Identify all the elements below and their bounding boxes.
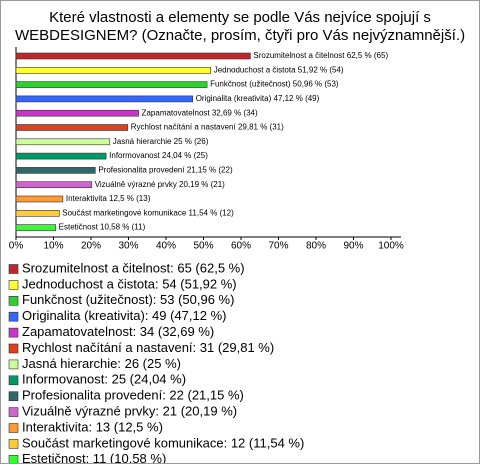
legend-swatch (8, 327, 19, 338)
data-label: Zapamatovatelnost 32,69 % (34) (142, 108, 258, 117)
data-label: Estetičnost 10,58 % (11) (59, 223, 146, 232)
legend-label: Profesionalita provedení: 22 (21,15 %) (22, 388, 244, 403)
data-label: Vizuálně výrazné prvky 20,19 % (21) (95, 180, 225, 189)
bar (15, 210, 60, 217)
legend-label: Estetičnost: 11 (10,58 %) (22, 451, 166, 463)
legend-label: Součást marketingové komunikace: 12 (11,… (22, 435, 304, 450)
data-label: Profesionalita provedení 21,15 % (22) (98, 166, 233, 175)
x-tick-label: 70% (268, 241, 288, 252)
bar (15, 67, 211, 74)
x-tick-label: 90% (343, 241, 363, 252)
bar (15, 81, 208, 88)
legend-swatch (8, 264, 19, 274)
x-tick-label: 60% (231, 241, 251, 252)
legend-swatch (8, 391, 19, 402)
data-label: Rychlost načítání a nastavení 29,81 % (3… (131, 123, 284, 132)
legend-swatch (8, 439, 19, 449)
bar (15, 224, 56, 231)
legend-label: Jasná hierarchie: 26 (25 %) (22, 356, 181, 371)
legend-swatch (8, 375, 19, 386)
x-tick-label: 80% (306, 241, 326, 252)
legend-label: Funkčnost (užitečnost): 53 (50,96 %) (22, 292, 234, 307)
legend-label: Jednoduchost a čistota: 54 (51,92 %) (22, 276, 237, 291)
legend-label: Originalita (kreativita): 49 (47,12 %) (22, 308, 226, 323)
x-tick-label: 0% (9, 241, 24, 252)
legend-swatch (8, 359, 19, 370)
legend-label: Srozumitelnost a čitelnost: 65 (62,5 %) (22, 260, 245, 275)
bar (15, 124, 129, 131)
data-label: Jednoduchost a čistota 51,92 % (54) (214, 65, 344, 74)
bar (15, 109, 139, 117)
data-label: Funkčnost (užitečnost) 50,96 % (53) (210, 80, 339, 89)
bar (15, 167, 96, 174)
bar (15, 95, 193, 103)
legend-label: Vizuálně výrazné prvky: 21 (20,19 %) (22, 404, 237, 419)
legend-swatch (8, 407, 19, 417)
data-label: Součást marketingové komunikace 11,54 % … (62, 208, 234, 217)
x-tick-label: 30% (118, 241, 138, 252)
x-tick-label: 10% (43, 241, 63, 252)
data-label: Srozumitelnost a čitelnost 62,5 % (65) (253, 51, 388, 60)
legend-swatch (8, 454, 19, 463)
legend-swatch (8, 280, 19, 290)
bar (15, 52, 251, 60)
data-label: Jasná hierarchie 25 % (26) (113, 137, 209, 146)
x-tick-label: 100% (378, 241, 404, 252)
x-tick-label: 20% (81, 241, 101, 252)
legend-swatch (8, 343, 19, 354)
legend-label: Interaktivita: 13 (12,5 %) (22, 419, 163, 434)
legend-label: Rychlost načítání a nastavení: 31 (29,81… (22, 340, 274, 355)
legend-label: Informovanost: 25 (24,04 %) (22, 372, 186, 387)
x-tick-label: 40% (156, 241, 176, 252)
bar (15, 138, 111, 146)
data-label: Informovanost 24,04 % (25) (109, 151, 208, 160)
bar (15, 181, 93, 188)
data-label: Interaktivita 12,5 % (13) (66, 194, 151, 203)
legend-swatch (8, 311, 19, 322)
bar (15, 195, 64, 203)
data-label: Originalita (kreativita) 47,12 % (49) (196, 94, 320, 103)
chart-title: Které vlastnosti a elementy se podle Vás… (14, 9, 466, 44)
legend-label: Zapamatovatelnost: 34 (32,69 %) (22, 324, 214, 339)
legend-swatch (8, 423, 19, 433)
legend-swatch (8, 295, 19, 306)
x-tick-label: 50% (193, 241, 213, 252)
bar (15, 152, 107, 160)
